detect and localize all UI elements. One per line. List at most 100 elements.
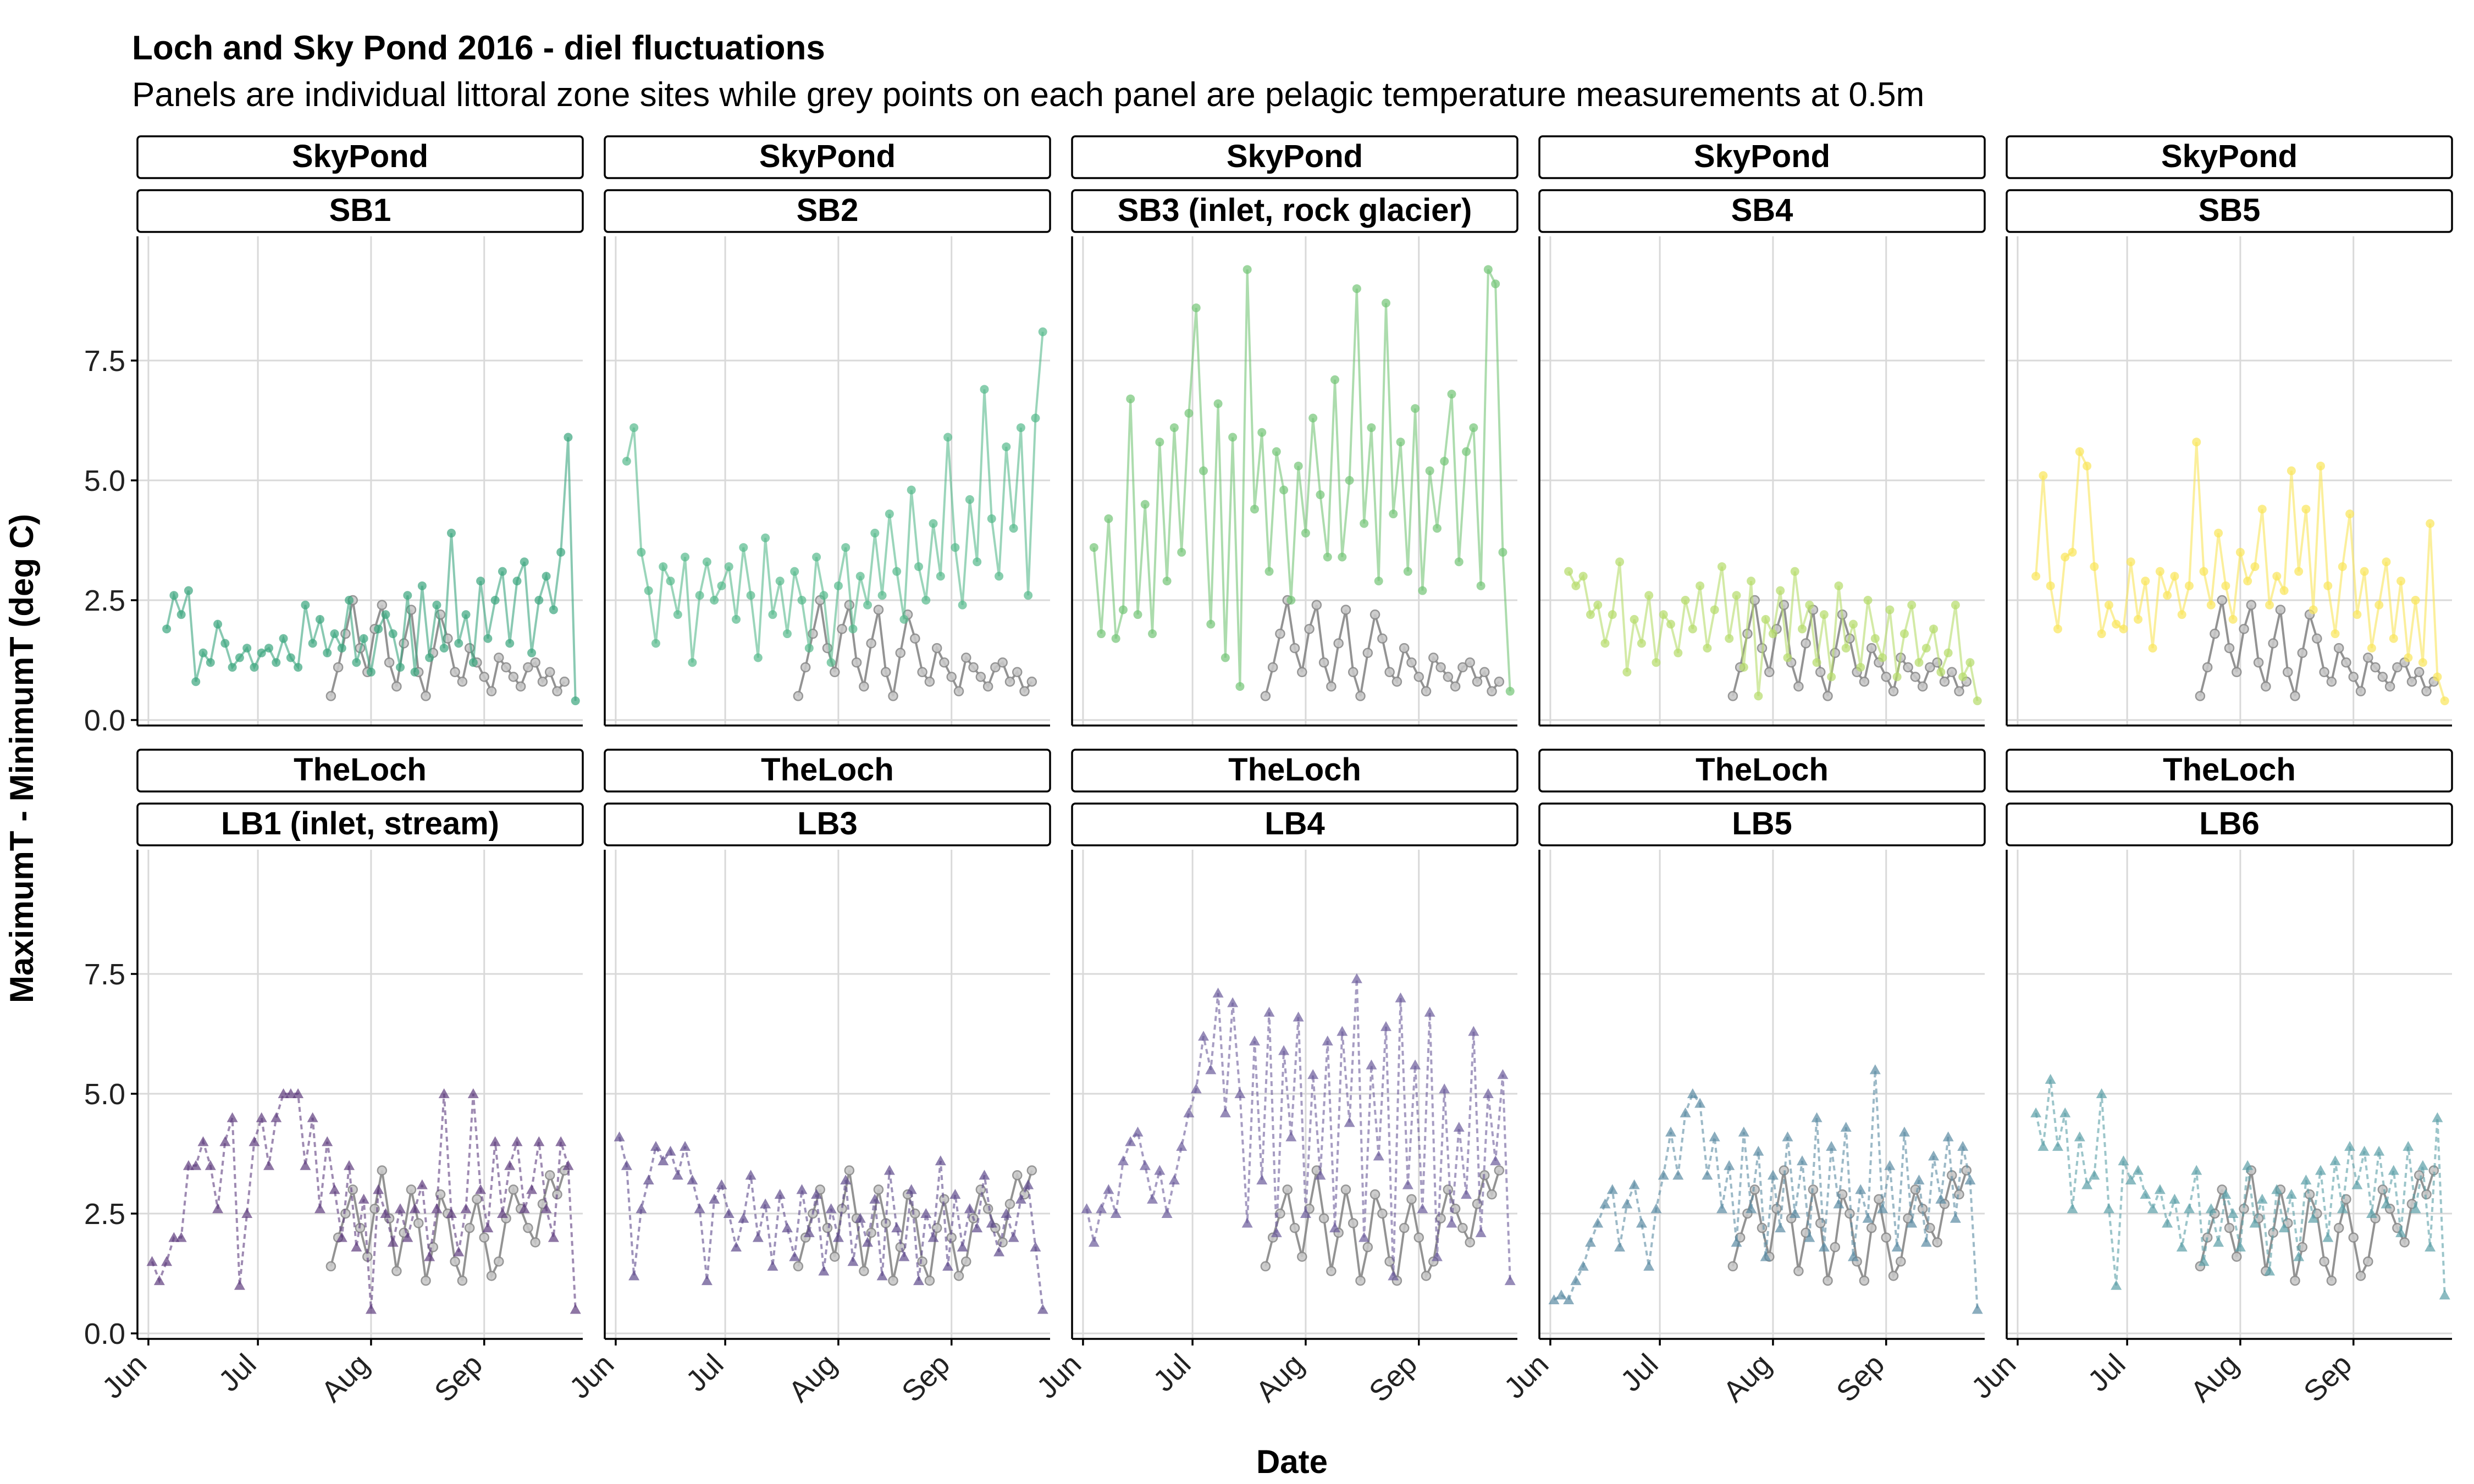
pelagic-point [1355, 691, 1366, 701]
littoral-point [1432, 524, 1442, 533]
pelagic-point [990, 662, 1001, 673]
littoral-point [446, 528, 456, 538]
pelagic-point [391, 681, 402, 692]
littoral-point [410, 667, 419, 677]
littoral-point [782, 629, 792, 639]
pelagic-point [486, 686, 497, 696]
littoral-point [1768, 629, 1777, 639]
littoral-point [1497, 1069, 1509, 1079]
littoral-point [431, 1203, 443, 1214]
littoral-point [2061, 552, 2070, 562]
strip-site-box [604, 802, 1051, 846]
pelagic-point [837, 624, 847, 634]
pelagic-point [1267, 662, 1278, 673]
littoral-point [892, 567, 902, 576]
littoral-point [359, 634, 368, 643]
littoral-point [1877, 1203, 1888, 1214]
pelagic-point [851, 657, 862, 668]
facet-sb2: SkyPond SB2 [604, 135, 1051, 727]
littoral-point [526, 1184, 538, 1194]
littoral-point [1847, 1251, 1859, 1261]
littoral-point [307, 1112, 318, 1122]
littoral-point [2250, 562, 2260, 571]
strip-site-label: SB4 [1731, 192, 1793, 228]
pelagic-point [530, 1237, 540, 1248]
littoral-point [2417, 1160, 2428, 1170]
strip-lake-box [1538, 749, 1986, 793]
littoral-point [2293, 1251, 2305, 1261]
littoral-point [1731, 1237, 1742, 1247]
littoral-point [2382, 557, 2391, 567]
littoral-point [432, 600, 441, 610]
littoral-point [1577, 1260, 1589, 1271]
littoral-point [2264, 1265, 2276, 1276]
pelagic-point [888, 1275, 898, 1286]
pelagic-point [479, 672, 489, 682]
littoral-point [2170, 572, 2179, 581]
pelagic-point [982, 681, 993, 692]
littoral-point [1234, 1088, 1246, 1098]
littoral-point [1863, 596, 1873, 605]
pelagic-point [1494, 676, 1505, 687]
littoral-point [2285, 1189, 2297, 1199]
littoral-point [936, 572, 945, 581]
littoral-point [184, 586, 193, 595]
littoral-point [2367, 644, 2376, 653]
littoral-point [1716, 1203, 1727, 1214]
littoral-point [913, 1275, 924, 1286]
littoral-point [1834, 581, 1843, 590]
littoral-point [1446, 1217, 1457, 1228]
pelagic-point [975, 672, 986, 682]
littoral-point [2176, 1242, 2188, 1252]
littoral-point [2279, 586, 2289, 595]
littoral-point [2133, 1165, 2144, 1175]
pelagic-point [421, 691, 431, 701]
littoral-point [533, 1136, 545, 1147]
littoral-point [1344, 1117, 1355, 1127]
littoral-point [1776, 586, 1785, 595]
littoral-point [374, 624, 383, 634]
littoral-point [2404, 653, 2413, 662]
littoral-point [242, 644, 252, 653]
pelagic-point [544, 667, 555, 678]
littoral-point [169, 591, 179, 600]
littoral-point [1884, 1160, 1896, 1170]
littoral-point [345, 596, 354, 605]
pelagic-point [508, 672, 519, 682]
littoral-point [1965, 658, 1975, 667]
littoral-point [636, 1203, 647, 1214]
strip-lake-box [604, 135, 1051, 179]
pelagic-point [1793, 681, 1804, 692]
littoral-point [1650, 1203, 1662, 1214]
littoral-point [650, 1140, 661, 1151]
littoral-point [2352, 610, 2362, 619]
littoral-point [723, 1208, 735, 1218]
littoral-point [2242, 1160, 2254, 1170]
littoral-point [622, 457, 631, 466]
littoral-point [1242, 265, 1252, 274]
littoral-point [949, 1189, 961, 1199]
littoral-point [1103, 1184, 1114, 1194]
littoral-point [643, 1174, 654, 1184]
littoral-point [365, 1304, 377, 1314]
littoral-point [1002, 442, 1011, 451]
pelagic-point [1939, 676, 1950, 687]
littoral-point [1571, 581, 1581, 590]
littoral-point [1118, 605, 1128, 614]
littoral-point [257, 648, 266, 657]
littoral-point [863, 600, 872, 610]
littoral-point [1373, 1150, 1384, 1161]
littoral-point [1681, 596, 1690, 605]
littoral-point [1221, 653, 1230, 662]
littoral-point [256, 1112, 267, 1122]
littoral-point [351, 1242, 362, 1252]
littoral-point [2249, 1217, 2261, 1228]
pelagic-point [347, 1184, 358, 1195]
littoral-point [1271, 1227, 1282, 1237]
pelagic-point [501, 662, 511, 673]
y-axis-title: MaximumT - MinimumT (deg C) [3, 514, 40, 1003]
littoral-point [564, 433, 573, 442]
strip-lake-box [1538, 135, 1986, 179]
littoral-point [476, 577, 485, 586]
littoral-point [402, 1232, 413, 1242]
